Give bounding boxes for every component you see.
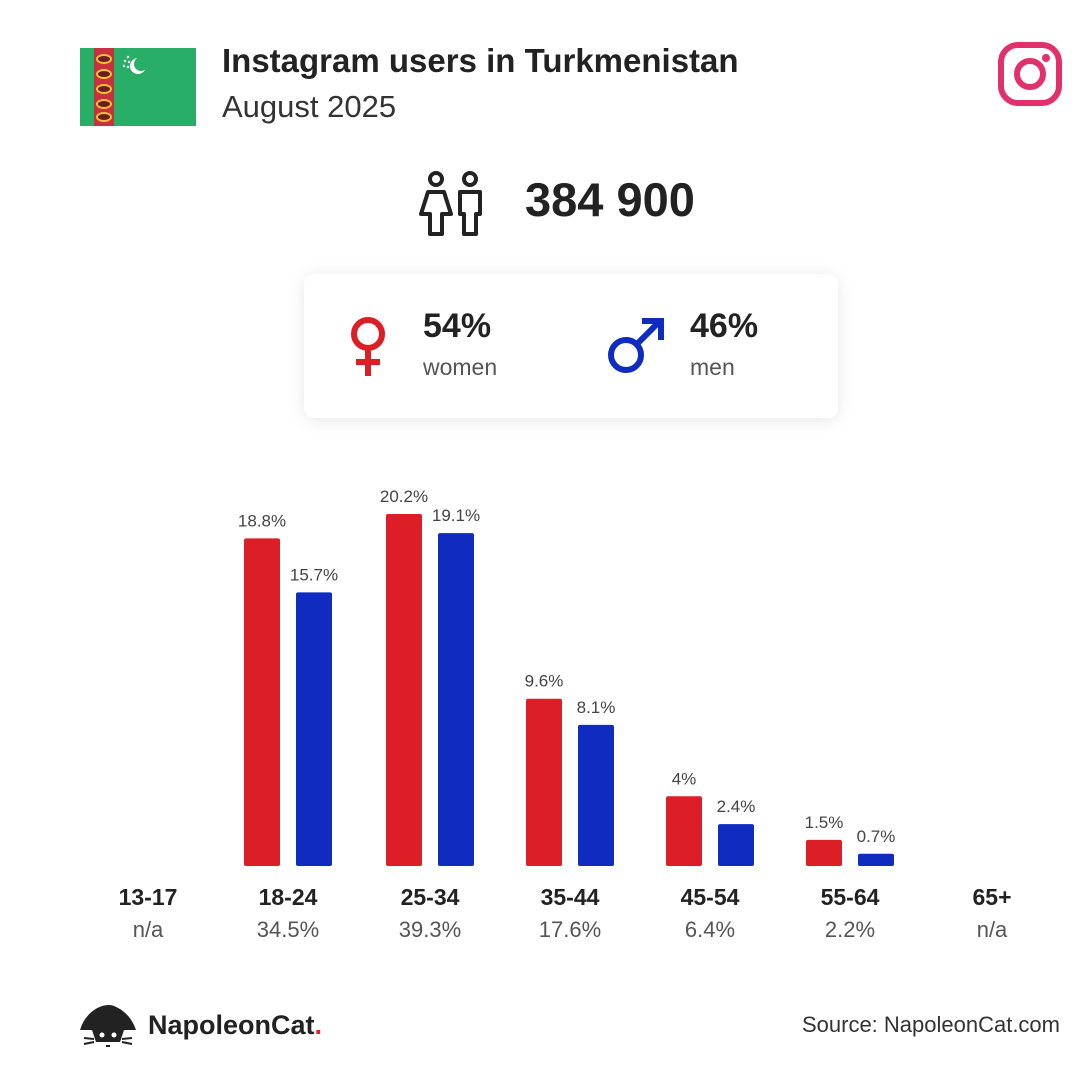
men-label: men [690, 354, 735, 380]
bar-women-45-54 [666, 796, 702, 866]
category-share: 34.5% [256, 917, 320, 942]
data-label-women-18-24: 18.8% [238, 511, 286, 530]
male-icon [608, 318, 664, 373]
people-icon [419, 171, 482, 236]
category-35-44: 35-44 17.6% [500, 884, 640, 943]
data-label-women-35-44: 9.6% [525, 672, 564, 691]
category-share: 17.6% [538, 917, 602, 942]
napoleoncat-logo-icon [80, 1005, 136, 1047]
bar-women-25-34 [386, 514, 422, 866]
data-label-men-45-54: 2.4% [717, 797, 756, 816]
bar-men-18-24 [296, 592, 332, 866]
total-users: 384 900 [525, 173, 695, 226]
category-label: 65+ [972, 884, 1012, 910]
gender-card: 54% women 46% men [304, 274, 838, 418]
category-18-24: 18-24 34.5% [218, 884, 358, 943]
bar-women-35-44 [526, 698, 562, 866]
brand-dot: . [314, 1009, 323, 1040]
category-label: 25-34 [400, 884, 460, 910]
category-label: 18-24 [258, 884, 318, 910]
data-label-women-55-64: 1.5% [805, 813, 844, 832]
page-subtitle: August 2025 [222, 89, 397, 124]
category-65+: 65+ n/a [922, 884, 1062, 943]
female-icon [351, 317, 385, 376]
category-13-17: 13-17 n/a [78, 884, 218, 943]
instagram-icon [998, 42, 1062, 106]
category-share: n/a [132, 917, 164, 942]
women-label: women [423, 354, 498, 380]
category-45-54: 45-54 6.4% [640, 884, 780, 943]
category-25-34: 25-34 39.3% [360, 884, 500, 943]
page-title: Instagram users in Turkmenistan [222, 42, 739, 79]
bar-men-55-64 [858, 853, 894, 866]
bar-men-25-34 [438, 533, 474, 866]
data-label-men-18-24: 15.7% [290, 565, 338, 584]
category-55-64: 55-64 2.2% [780, 884, 920, 943]
data-label-women-25-34: 20.2% [380, 487, 428, 506]
category-share: 39.3% [398, 917, 462, 942]
age-gender-bar-chart: 18.8% 20.2% 9.6% 4% 1.5% 15.7% 19.1% 8.1% 2.4% 0.… [238, 487, 896, 866]
category-share: n/a [976, 917, 1008, 942]
bar-women-55-64 [806, 839, 842, 866]
men-percent: 46% [690, 307, 759, 345]
napoleoncat-brand: NapoleonCat. [78, 1000, 322, 1050]
source-text: Source: NapoleonCat.com [801, 1012, 1060, 1037]
bar-men-35-44 [578, 724, 614, 866]
data-label-men-25-34: 19.1% [432, 506, 480, 525]
turkmenistan-flag-icon [80, 48, 196, 126]
category-share: 2.2% [824, 917, 876, 942]
bar-women-18-24 [244, 538, 280, 866]
bar-men-45-54 [718, 824, 754, 866]
category-label: 55-64 [820, 884, 880, 910]
category-share: 6.4% [684, 917, 736, 942]
data-label-men-55-64: 0.7% [857, 827, 896, 846]
category-label: 35-44 [540, 884, 600, 910]
women-percent: 54% [423, 307, 492, 345]
brand-name: NapoleonCat [148, 1009, 315, 1040]
category-label: 45-54 [680, 884, 740, 910]
data-label-women-45-54: 4% [672, 769, 697, 788]
category-label: 13-17 [118, 884, 178, 910]
data-label-men-35-44: 8.1% [577, 698, 616, 717]
